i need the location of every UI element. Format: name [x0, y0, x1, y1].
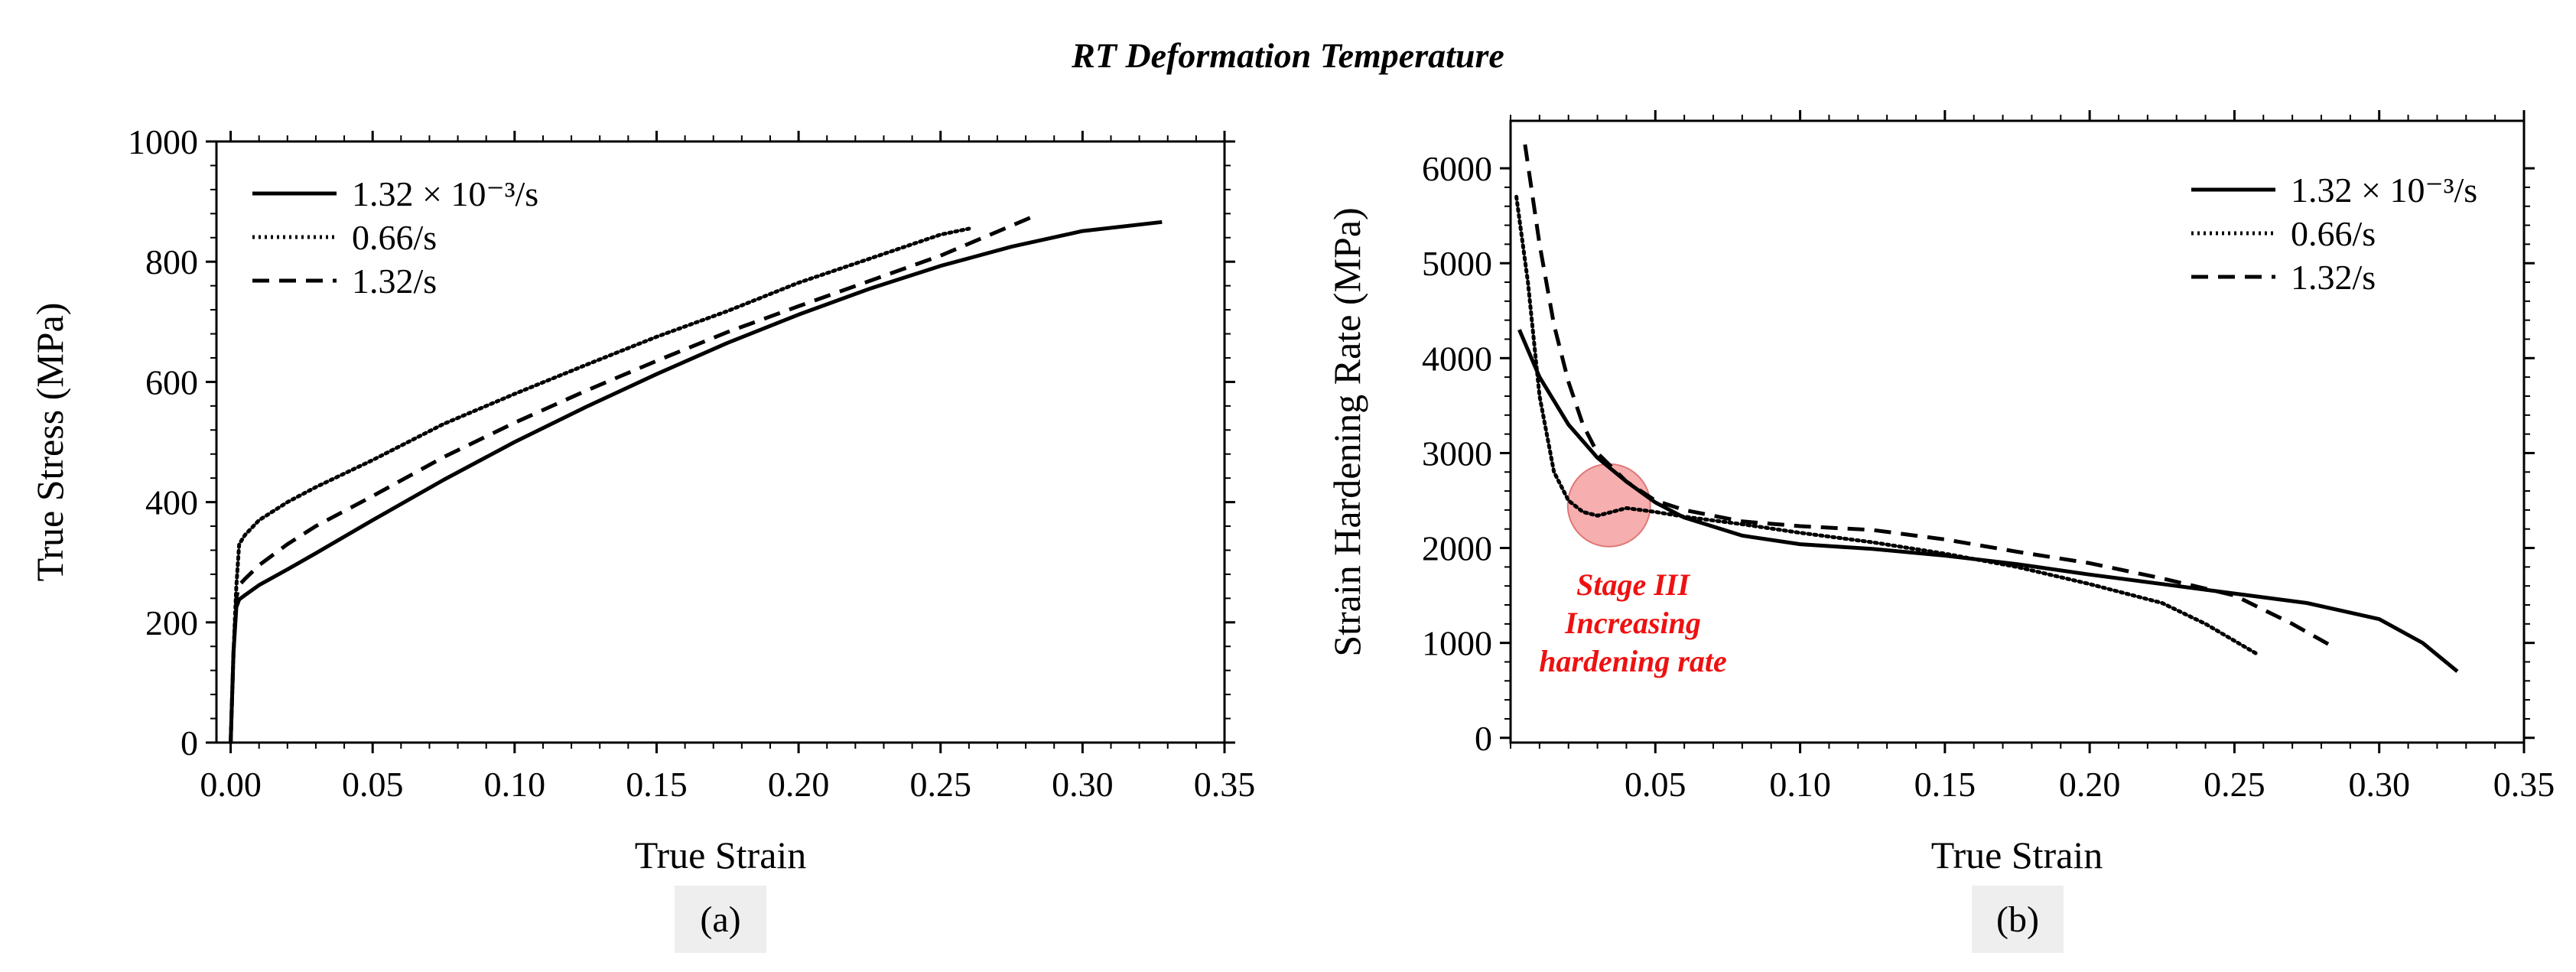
y-tick-label: 400	[145, 483, 198, 522]
y-tick-label: 200	[145, 603, 198, 642]
subcaption-a: (a)	[675, 886, 766, 953]
stage-iii-highlight	[1566, 463, 1651, 548]
legend-label: 1.32 × 10⁻³/s	[2291, 171, 2477, 210]
chart-b-legend: 1.32 × 10⁻³/s 0.66/s 1.32/s	[2191, 171, 2477, 297]
x-tick-label: 0.35	[2493, 765, 2555, 804]
y-tick-label: 6000	[1422, 149, 1492, 188]
x-tick-label: 0.30	[1052, 765, 1114, 804]
legend-label: 0.66/s	[2291, 214, 2376, 253]
chart-b-ylabel: Strain Hardening Rate (MPa)	[1325, 207, 1368, 656]
y-tick-label: 0	[1475, 719, 1492, 758]
annotation-line-1: Stage III	[1576, 567, 1690, 602]
x-tick-label: 0.35	[1194, 765, 1256, 804]
y-tick-label: 600	[145, 362, 198, 401]
y-tick-label: 1000	[128, 122, 198, 161]
series-line-solid	[229, 219, 1163, 743]
y-tick-label: 1000	[1422, 624, 1492, 663]
x-tick-label: 0.30	[2348, 765, 2410, 804]
chart-a-ticks: 0.00 0.05 0.10 0.15 0.20 0.25 0.30 0.35 0 200 400 6…	[128, 122, 1255, 804]
x-tick-label: 0.25	[2204, 765, 2265, 804]
y-tick-label: 0	[181, 723, 198, 762]
subcaption-a-label: (a)	[700, 899, 741, 940]
chart-a-ylabel: True Stress (MPa)	[28, 303, 71, 582]
figure-title: RT Deformation Temperature	[1071, 36, 1504, 75]
hardening-rate-chart: 0.05 0.10 0.15 0.20 0.25 0.30 0.35 0 1000 2000 300…	[1325, 110, 2555, 876]
y-tick-label: 2000	[1422, 529, 1492, 568]
stage-iii-annotation: Stage III Increasing hardening rate	[1539, 567, 1727, 678]
legend-label: 1.32/s	[2291, 258, 2376, 297]
y-tick-label: 800	[145, 242, 198, 281]
series-line-dashed	[1523, 144, 2334, 649]
series-line-dashed	[229, 213, 1038, 743]
y-tick-label: 3000	[1422, 434, 1492, 473]
annotation-line-3: hardening rate	[1539, 644, 1727, 678]
chart-a-xlabel: True Strain	[635, 834, 807, 876]
chart-a-series	[229, 213, 1163, 745]
x-tick-label: 0.20	[2059, 765, 2121, 804]
x-tick-label: 0.10	[1769, 765, 1831, 804]
stress-strain-chart: 0.00 0.05 0.10 0.15 0.20 0.25 0.30 0.35 0 200 400 6…	[28, 122, 1255, 876]
legend-label: 1.32/s	[352, 262, 437, 301]
x-tick-label: 0.25	[909, 765, 971, 804]
legend-label: 1.32 × 10⁻³/s	[352, 174, 538, 213]
y-tick-label: 5000	[1422, 244, 1492, 283]
annotation-line-2: Increasing	[1564, 606, 1701, 640]
chart-b-xlabel: True Strain	[1931, 834, 2103, 876]
series-line-dotted	[1514, 194, 2260, 657]
x-tick-label: 0.00	[200, 765, 262, 804]
series-line-dotted	[229, 226, 971, 745]
x-tick-label: 0.05	[342, 765, 404, 804]
y-tick-label: 4000	[1422, 339, 1492, 378]
series-line-solid	[1517, 329, 2459, 673]
subcaption-b-label: (b)	[1996, 899, 2039, 940]
x-tick-label: 0.15	[1914, 765, 1976, 804]
x-tick-label: 0.05	[1625, 765, 1686, 804]
x-tick-label: 0.20	[768, 765, 830, 804]
legend-label: 0.66/s	[352, 218, 437, 257]
chart-a-legend: 1.32 × 10⁻³/s 0.66/s 1.32/s	[252, 174, 538, 301]
x-tick-label: 0.15	[626, 765, 688, 804]
subcaption-b: (b)	[1972, 886, 2064, 953]
chart-b-series	[1514, 144, 2459, 673]
chart-b-ticks: 0.05 0.10 0.15 0.20 0.25 0.30 0.35 0 1000 2000 300…	[1422, 110, 2555, 804]
chart-b-frame	[1509, 119, 2526, 744]
chart-a-frame	[215, 140, 1226, 744]
x-tick-label: 0.10	[484, 765, 546, 804]
